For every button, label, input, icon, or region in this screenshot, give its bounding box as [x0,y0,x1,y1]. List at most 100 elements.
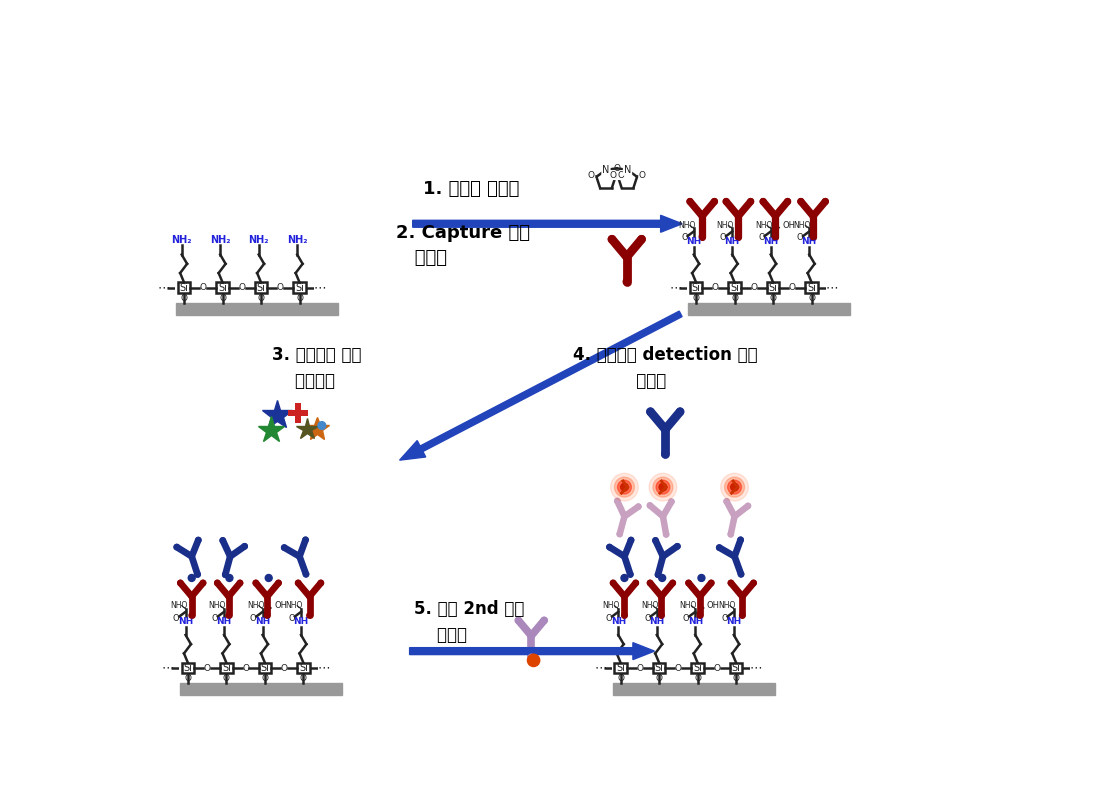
Circle shape [677,408,683,415]
Circle shape [659,484,667,491]
Text: O: O [300,675,307,683]
Circle shape [611,473,639,501]
Circle shape [609,235,615,243]
Circle shape [266,575,272,581]
Text: NH₂: NH₂ [249,235,269,245]
Circle shape [721,473,749,501]
Text: O: O [713,663,720,672]
Circle shape [174,544,180,550]
Text: NHO: NHO [170,601,188,610]
Text: O: O [211,613,218,622]
Text: O: O [674,663,682,672]
Text: NHO: NHO [718,601,735,610]
Circle shape [318,422,326,430]
Text: Si: Si [218,283,227,293]
Circle shape [303,537,308,542]
Circle shape [659,613,664,618]
Circle shape [728,480,741,494]
Circle shape [653,538,658,543]
Text: O: O [200,283,207,293]
Text: O: O [750,283,758,293]
Text: NH₂: NH₂ [210,235,230,245]
Circle shape [610,580,615,586]
Text: 5. 형광 2nd 항체
    고정화: 5. 형광 2nd 항체 고정화 [413,600,524,644]
Text: Si: Si [730,283,739,293]
Text: O: O [694,675,701,683]
Text: ⋯: ⋯ [158,281,170,294]
Text: Si: Si [617,663,625,673]
Text: O: O [242,663,249,672]
Circle shape [617,531,622,537]
Circle shape [528,654,540,667]
Circle shape [614,477,634,497]
Text: O: O [770,294,777,303]
Circle shape [238,580,242,586]
Circle shape [698,613,702,618]
Circle shape [196,538,201,542]
Circle shape [541,617,548,624]
Circle shape [647,408,654,415]
Circle shape [253,580,259,586]
Text: ⋯: ⋯ [594,662,607,675]
Circle shape [607,544,612,550]
Circle shape [784,198,791,205]
Circle shape [723,198,729,205]
Text: 4. 위암예후 detection 항체
           고정화: 4. 위암예후 detection 항체 고정화 [573,346,758,390]
Text: O: O [609,171,617,180]
Circle shape [728,532,733,537]
Circle shape [621,575,628,581]
Text: NH: NH [763,237,779,246]
Text: O: O [692,294,700,303]
Text: 1. 아민칩 활성화: 1. 아민칩 활성화 [422,180,519,198]
Text: Si: Si [654,663,663,673]
Circle shape [728,580,733,586]
Text: NH: NH [802,237,817,246]
Circle shape [669,499,674,505]
Text: O: O [617,675,624,683]
Text: ⋯: ⋯ [317,662,330,675]
Text: NH: NH [687,237,701,246]
Bar [613,683,774,695]
Circle shape [528,654,534,660]
Circle shape [687,198,693,205]
Text: O: O [296,294,303,303]
Text: Si: Si [260,663,269,673]
Text: O: O [261,675,269,683]
Circle shape [214,580,220,586]
Circle shape [724,477,744,497]
Text: NHO: NHO [209,601,226,610]
Text: NH: NH [724,237,740,246]
Circle shape [226,613,231,618]
FancyArrow shape [410,642,654,659]
Text: Si: Si [296,283,304,293]
Text: NH: NH [727,617,741,626]
FancyArrow shape [400,311,682,460]
Text: O: O [173,613,180,622]
Text: N: N [624,165,631,175]
Text: NHO: NHO [678,221,695,230]
Text: NHO: NHO [755,221,772,230]
Circle shape [739,571,743,577]
Text: O: O [639,171,645,180]
Circle shape [303,571,309,577]
Text: O: O [180,294,188,303]
Text: O: O [588,171,594,180]
Text: Si: Si [180,283,189,293]
Circle shape [724,499,729,504]
Circle shape [296,580,301,586]
Circle shape [638,235,645,243]
Text: O: O [637,663,643,672]
Text: O: O [655,675,662,683]
Circle shape [709,580,714,586]
Text: O: O [789,283,795,293]
Text: O: O [720,233,727,242]
Text: NH₂: NH₂ [171,235,192,245]
Bar [180,683,342,695]
Text: Si: Si [222,663,231,673]
Circle shape [649,473,677,501]
Circle shape [735,234,741,239]
Text: O: O [732,675,740,683]
Text: 3. 위암예후 항원
    스크리닝: 3. 위암예후 항원 스크리닝 [272,346,362,390]
Circle shape [614,498,620,504]
Circle shape [731,484,739,491]
